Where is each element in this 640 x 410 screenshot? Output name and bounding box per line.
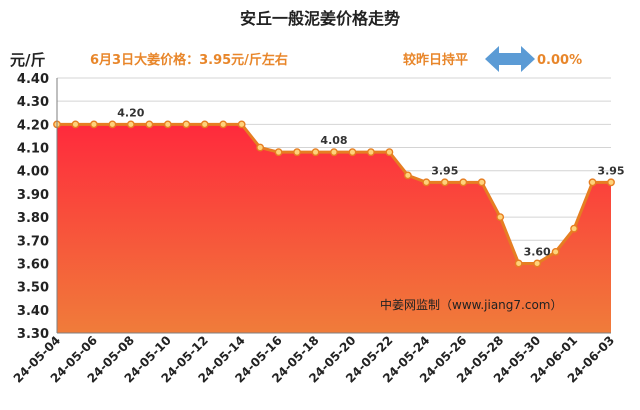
price-note: 6月3日大姜价格：3.95元/斤左右 xyxy=(90,52,288,68)
data-point xyxy=(274,148,283,157)
data-point xyxy=(256,143,265,152)
data-point xyxy=(422,178,431,187)
data-point xyxy=(551,247,560,256)
data-point xyxy=(330,148,338,157)
compare-text: 较昨日持平 xyxy=(403,52,468,68)
data-point xyxy=(607,178,615,187)
data-label: 3.60 xyxy=(524,245,551,258)
data-point xyxy=(293,148,301,157)
data-point xyxy=(163,120,172,129)
data-point xyxy=(71,120,80,129)
data-point xyxy=(403,171,412,180)
y-tick-label: 4.20 xyxy=(17,118,49,133)
y-tick-label: 3.30 xyxy=(17,327,49,342)
data-point xyxy=(459,178,468,187)
x-axis-ticks: 24-05-0424-05-0624-05-0824-05-1024-05-12… xyxy=(11,333,617,385)
data-point xyxy=(145,120,154,129)
data-label: 4.20 xyxy=(117,106,144,119)
change-percent: 0.00% xyxy=(537,53,582,68)
chart-title: 安丘一般泥姜价格走势 xyxy=(240,9,400,28)
data-point xyxy=(200,120,209,129)
data-point xyxy=(533,259,542,268)
data-points xyxy=(53,120,615,268)
y-tick-label: 3.40 xyxy=(17,304,49,319)
y-tick-label: 3.90 xyxy=(17,188,49,203)
data-point xyxy=(219,120,228,129)
data-point xyxy=(514,259,523,268)
data-point xyxy=(182,120,191,129)
left-right-arrow-icon xyxy=(485,46,535,72)
data-point xyxy=(477,178,486,187)
data-label: 4.08 xyxy=(320,134,347,147)
data-point xyxy=(367,148,375,157)
data-point xyxy=(126,120,135,129)
y-tick-label: 3.80 xyxy=(17,211,49,226)
data-point xyxy=(90,120,98,129)
data-point xyxy=(570,224,578,233)
y-tick-label: 4.40 xyxy=(17,72,49,87)
data-point xyxy=(348,148,357,157)
data-label: 3.95 xyxy=(597,164,624,177)
data-labels: 4.20 4.08 3.95 3.60 3.95 xyxy=(117,106,624,258)
data-point xyxy=(496,213,505,221)
data-point xyxy=(440,178,449,187)
source-note: 中姜网监制（www.jiang7.com） xyxy=(380,297,562,312)
area-fill xyxy=(57,124,611,333)
y-tick-label: 3.50 xyxy=(17,281,49,296)
data-point xyxy=(237,120,246,129)
axes xyxy=(56,78,611,334)
data-label: 3.95 xyxy=(431,164,458,177)
y-tick-label: 4.10 xyxy=(17,142,49,157)
y-tick-label: 3.60 xyxy=(17,257,49,272)
data-point xyxy=(588,178,597,187)
y-tick-label: 3.70 xyxy=(17,234,49,249)
y-axis-ticks: 3.30 3.40 3.50 3.60 3.70 3.80 3.90 4.00 4.10 4.20… xyxy=(17,72,49,342)
y-tick-label: 4.00 xyxy=(17,165,49,180)
data-point xyxy=(108,120,117,129)
y-axis-unit: 元/斤 xyxy=(10,51,45,69)
data-point xyxy=(311,148,320,157)
data-point xyxy=(385,148,394,157)
y-tick-label: 4.30 xyxy=(17,95,49,110)
area-fill-shape xyxy=(57,124,611,333)
